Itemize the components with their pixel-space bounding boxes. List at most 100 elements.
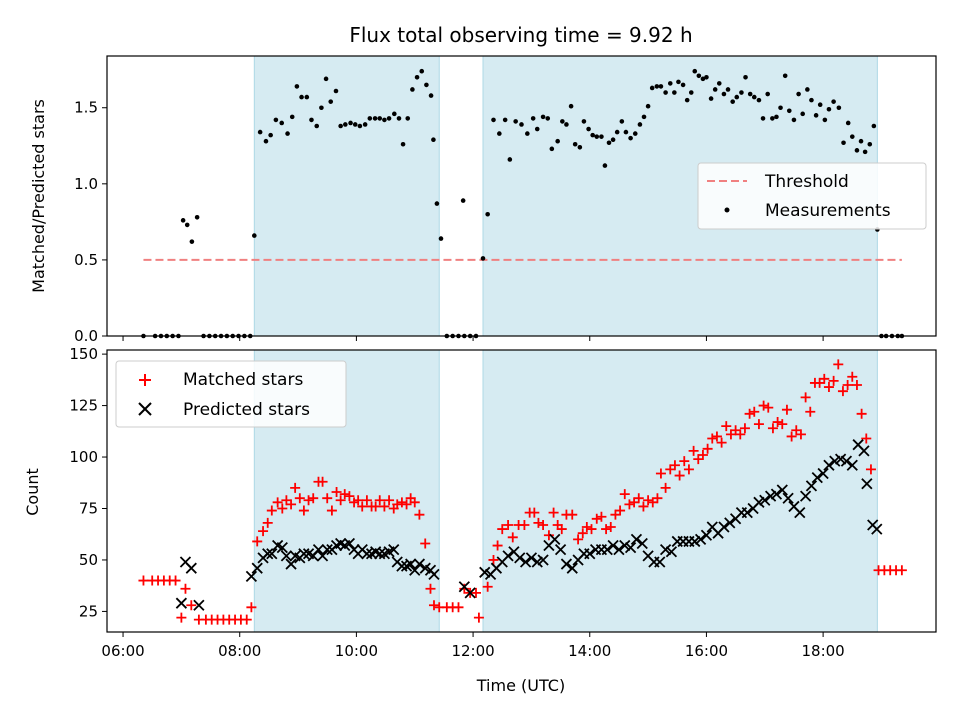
measurement-point: [667, 81, 673, 86]
predicted-star-point: [700, 529, 713, 541]
matched-star-point: [669, 460, 680, 471]
measurement-point: [649, 85, 655, 91]
predicted-star-point: [624, 541, 637, 554]
measurement-point: [867, 141, 873, 147]
measurement-point: [519, 122, 524, 127]
predicted-star-point: [601, 544, 613, 556]
predicted-star-point: [361, 548, 373, 560]
matched-star-point: [601, 524, 612, 535]
measurement-point: [586, 126, 591, 132]
matched-star-point: [353, 495, 364, 506]
predicted-star-point: [312, 544, 325, 556]
matched-star-point: [414, 509, 425, 520]
matched-star-point: [317, 476, 328, 487]
measurement-point: [362, 122, 368, 127]
measurement-point: [502, 117, 508, 123]
measurement-point: [721, 91, 727, 97]
bottom-y-tick-label: 75: [79, 499, 98, 517]
matched-star-point: [357, 501, 368, 512]
measurement-point: [424, 82, 429, 88]
measurement-point: [319, 105, 324, 111]
matched-star-point: [543, 530, 554, 541]
measurement-point: [831, 99, 836, 104]
measurement-point: [485, 211, 490, 217]
predicted-star-point: [502, 550, 514, 562]
x-tick-label: 08:00: [218, 642, 261, 660]
measurement-point: [809, 97, 814, 103]
predicted-star-point: [409, 564, 421, 576]
matched-star-point: [596, 511, 607, 522]
matched-star-point: [186, 600, 197, 611]
matched-star-point: [861, 433, 872, 444]
predicted-star-point: [537, 554, 549, 566]
bottom-legend: Matched stars Predicted stars: [115, 360, 347, 428]
measurement-point: [774, 114, 779, 120]
top-y-tick-label: 1.5: [74, 99, 98, 117]
matched-star-point: [660, 482, 671, 493]
matched-star-point: [492, 540, 503, 551]
matched-star-point: [488, 554, 499, 565]
measurement-point: [619, 119, 625, 124]
matched-star-point: [702, 443, 713, 454]
matched-star-point: [272, 497, 283, 508]
predicted-star-point: [525, 552, 538, 564]
predicted-star-point: [694, 533, 707, 546]
measurement-point: [614, 129, 620, 135]
legend-measurements-label: Measurements: [765, 201, 891, 221]
predicted-star-point: [560, 558, 573, 570]
measurement-point: [599, 134, 604, 139]
measurement-point: [410, 87, 415, 92]
measurement-point: [279, 120, 285, 126]
predicted-star-point: [858, 445, 870, 457]
measurement-point: [862, 149, 868, 155]
measurement-point: [273, 117, 279, 123]
matched-star-point: [392, 499, 403, 510]
predicted-star-point: [298, 548, 310, 560]
measurement-points: [141, 68, 905, 339]
measurement-point: [428, 93, 434, 98]
measurement-point: [822, 117, 828, 123]
predicted-star-point: [776, 484, 788, 496]
top-y-tick-label: 0.0: [74, 327, 98, 345]
predicted-star-point: [811, 471, 823, 484]
legend-predicted-swatch: [138, 402, 152, 416]
predicted-star-point: [193, 599, 205, 611]
matched-star-point: [781, 404, 792, 415]
matched-star-point: [533, 517, 544, 528]
measurement-point: [654, 84, 660, 89]
measurement-point: [577, 145, 583, 150]
measurement-point: [692, 68, 698, 74]
matched-star-point: [586, 524, 597, 535]
measurement-point: [507, 157, 513, 162]
matched-star-point: [777, 419, 788, 430]
predicted-star-point: [519, 556, 532, 568]
predicted-star-point: [823, 459, 835, 471]
measurement-point: [372, 116, 378, 121]
measurement-point: [460, 198, 466, 203]
matched-star-point: [697, 449, 708, 460]
matched-star-point: [716, 437, 727, 448]
measurement-point: [704, 75, 709, 80]
measurement-point: [328, 99, 334, 104]
matched-star-point: [308, 493, 319, 504]
measurement-point: [712, 87, 718, 92]
predicted-star-point: [840, 455, 853, 467]
measurement-point: [386, 116, 392, 121]
bottom-y-ticks: 25 50 75 100 125 150: [69, 345, 107, 620]
matched-star-point: [577, 528, 588, 539]
measurement-point: [743, 75, 748, 80]
matched-star-point: [758, 400, 769, 411]
measurement-point: [285, 131, 290, 136]
matched-star-point: [401, 499, 412, 510]
measurement-point: [289, 114, 295, 120]
matched-star-point: [615, 505, 626, 516]
bottom-y-axis-label: Count: [23, 468, 42, 516]
x-tick-label: 10:00: [335, 642, 378, 660]
ratio-panel: Flux total observing time = 9.92 h 0.00.…: [29, 23, 937, 345]
measurement-point: [480, 256, 486, 261]
bottom-y-tick-label: 50: [79, 551, 98, 569]
measurement-point: [530, 116, 536, 121]
predicted-star-point: [770, 488, 783, 500]
measurement-point: [778, 105, 783, 111]
